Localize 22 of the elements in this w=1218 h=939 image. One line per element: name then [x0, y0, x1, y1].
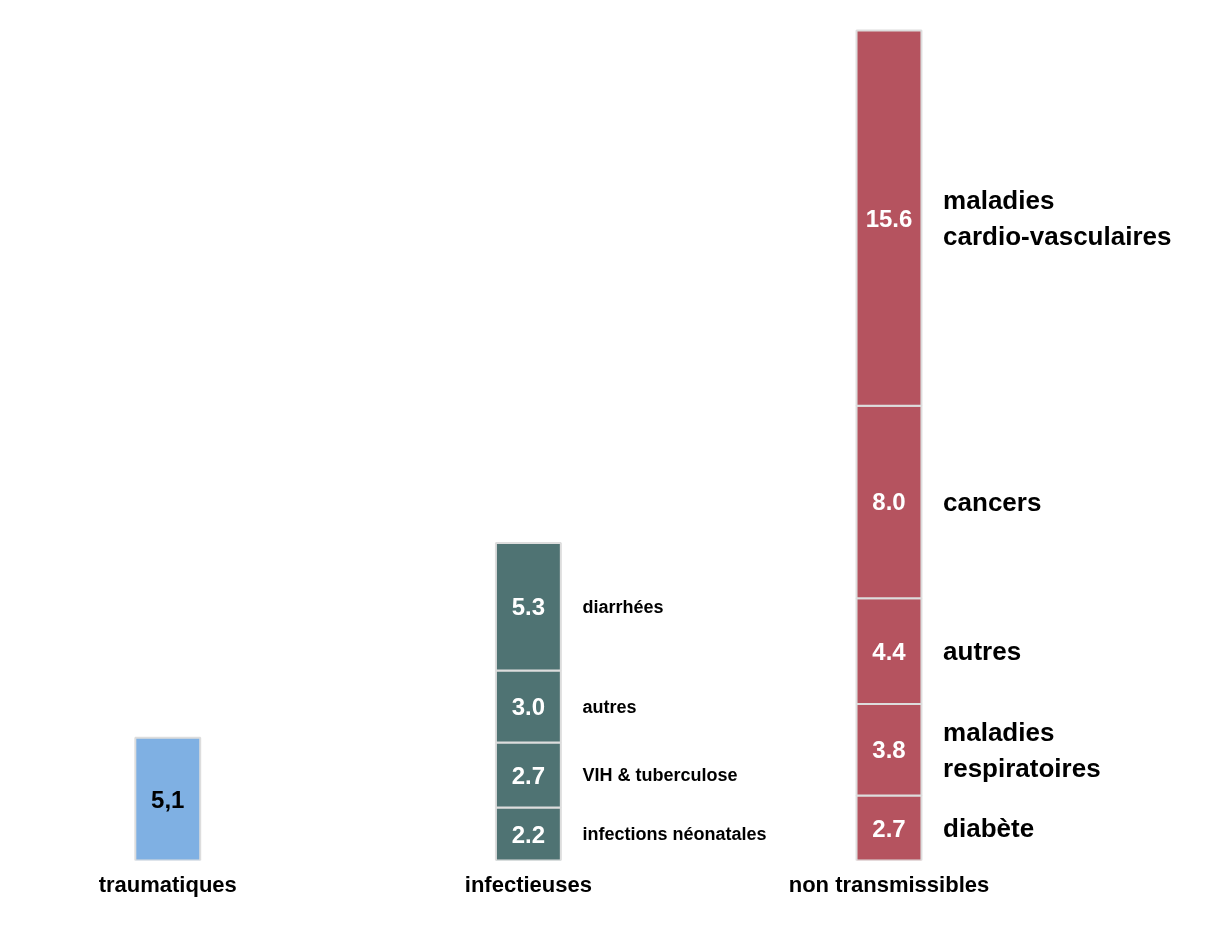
data-label: 2.7: [511, 761, 546, 789]
series-label: VIH & tuberculose: [582, 765, 738, 786]
series-label: autres: [582, 696, 637, 717]
x-tick-label: infectieuses: [464, 871, 592, 897]
series-label: diabète: [943, 813, 1035, 844]
series-label: maladies respiratoires: [943, 716, 1101, 783]
data-label: 5.3: [511, 593, 546, 621]
series-label: diarrhées: [582, 596, 664, 617]
x-tick-label: non transmissibles: [788, 871, 990, 897]
data-label: 2.7: [872, 814, 906, 842]
data-label: 15.6: [865, 204, 913, 232]
data-label: 5,1: [151, 785, 185, 813]
data-label: 2.2: [511, 820, 546, 848]
data-label: 3.0: [511, 693, 546, 721]
data-label: 3.8: [872, 736, 906, 764]
x-tick-label: traumatiques: [98, 871, 237, 897]
data-label: 8.0: [872, 488, 906, 516]
series-label: cancers: [943, 486, 1042, 517]
series-label: autres: [943, 636, 1022, 667]
series-label: infections néonatales: [582, 824, 767, 845]
data-label: 4.4: [872, 637, 907, 665]
series-label: maladies cardio-vasculaires: [943, 185, 1172, 252]
